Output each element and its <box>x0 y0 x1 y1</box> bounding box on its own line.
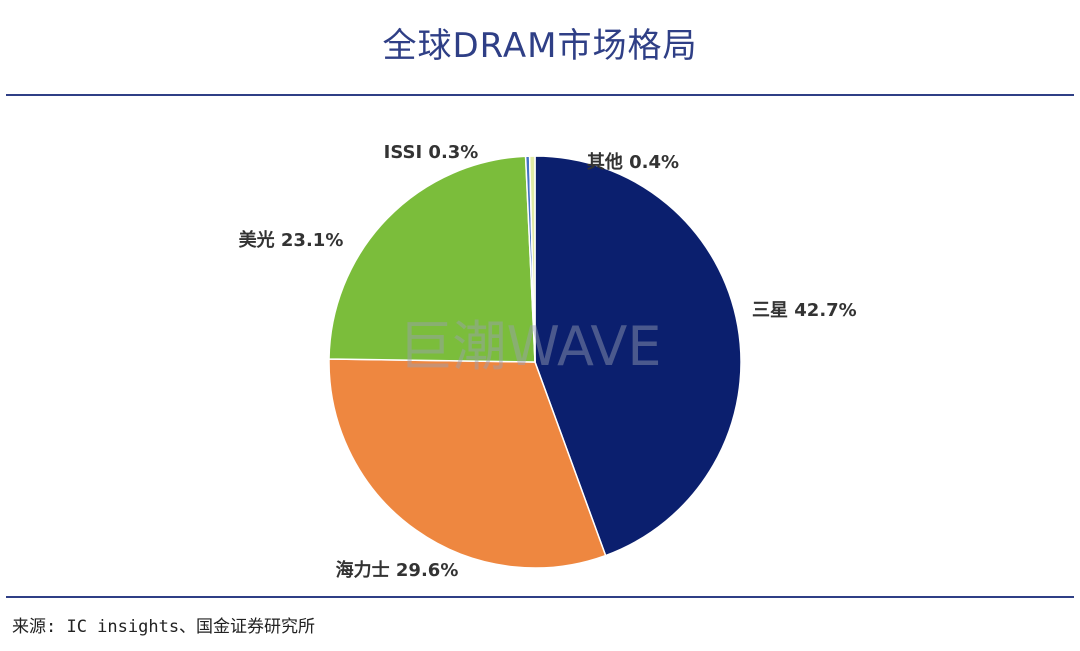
page-title: 全球DRAM市场格局 <box>382 26 698 66</box>
pie-slice-1 <box>328 358 607 569</box>
slice-label-1: 海力士 29.6% <box>336 559 459 581</box>
slice-label-0: 三星 42.7% <box>752 300 857 321</box>
pie-slice-4 <box>528 155 536 363</box>
slice-label-2: 美光 23.1% <box>239 229 344 251</box>
slice-label-3: ISSI 0.3% <box>384 142 479 163</box>
source-note: 来源: IC insights、国金证券研究所 <box>12 617 316 637</box>
pie-slice-0 <box>534 155 742 557</box>
source-divider <box>6 596 1074 598</box>
pie-slice-2 <box>328 155 536 363</box>
title-divider <box>6 94 1074 96</box>
slice-label-4: 其他 0.4% <box>587 151 679 173</box>
watermark-text: 巨潮WAVE <box>399 315 662 378</box>
